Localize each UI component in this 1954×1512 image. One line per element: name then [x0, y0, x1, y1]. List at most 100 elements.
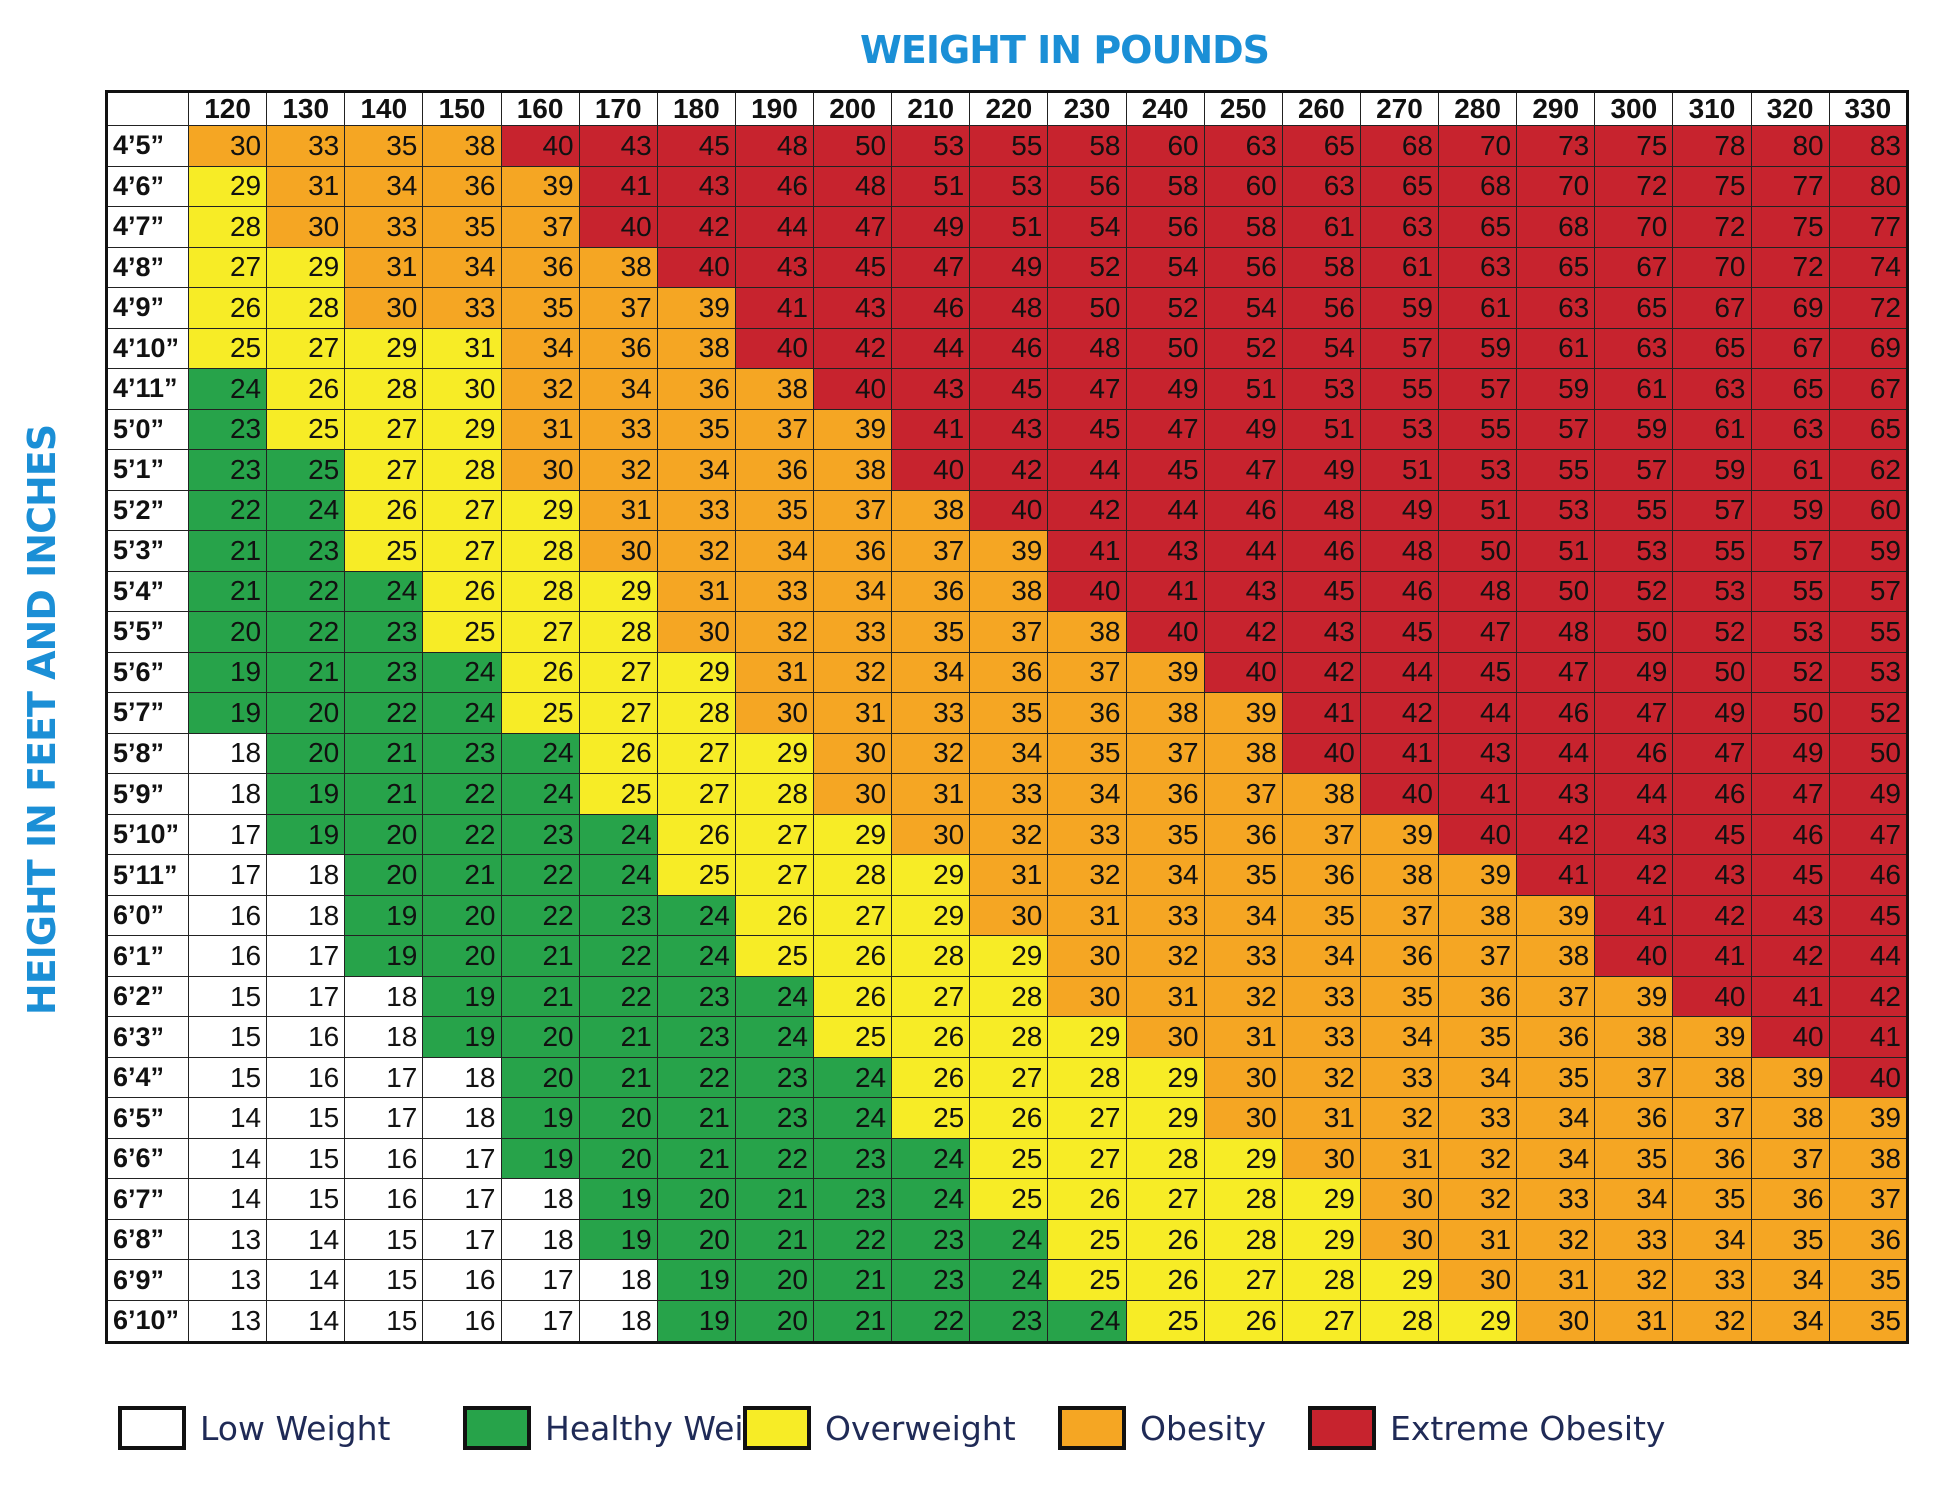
bmi-cell-extreme-obesity: 43 [1516, 773, 1596, 815]
bmi-cell-obesity: 39 [1516, 894, 1596, 937]
bmi-cell-healthy-weight: 21 [578, 1056, 658, 1099]
bmi-cell-obesity: 38 [1125, 692, 1205, 734]
table-row: 5’1” 23 25 27 28 30 32 34 36 38 40 42 44 45 47 49 51 53 55… [106, 449, 1909, 491]
bmi-cell-extreme-obesity: 62 [1828, 449, 1909, 491]
bmi-cell-obesity: 36 [1047, 692, 1127, 734]
table-row: 5’4” 21 22 24 26 28 29 31 33 34 36 38 40 41 43 45 46 48 50… [106, 570, 1909, 613]
bmi-cell-obesity: 31 [891, 773, 971, 815]
bmi-cell-extreme-obesity: 53 [1281, 368, 1361, 410]
bmi-cell-healthy-weight: 21 [656, 1137, 736, 1180]
bmi-cell-obesity: 30 [344, 287, 424, 329]
bmi-cell-extreme-obesity: 50 [1516, 570, 1596, 613]
bmi-cell-obesity: 38 [1047, 611, 1127, 653]
height-label: 5’0” [106, 408, 189, 451]
bmi-cell-healthy-weight: 20 [578, 1137, 658, 1180]
bmi-cell-healthy-weight: 21 [187, 570, 268, 613]
bmi-cell-extreme-obesity: 69 [1828, 327, 1909, 370]
bmi-cell-obesity: 34 [1125, 854, 1205, 896]
bmi-cell-extreme-obesity: 54 [1281, 327, 1361, 370]
bmi-cell-overweight: 28 [1047, 1056, 1127, 1099]
bmi-cell-extreme-obesity: 80 [1750, 125, 1830, 167]
bmi-cell-extreme-obesity: 68 [1359, 125, 1440, 167]
bmi-cell-healthy-weight: 22 [656, 1056, 736, 1099]
bmi-cell-extreme-obesity: 43 [891, 368, 971, 410]
bmi-cell-extreme-obesity: 54 [1125, 246, 1205, 289]
bmi-cell-extreme-obesity: 46 [1359, 570, 1440, 613]
bmi-cell-extreme-obesity: 50 [812, 125, 893, 167]
bmi-cell-low-weight: 13 [187, 1218, 268, 1261]
bmi-cell-obesity: 38 [1828, 1137, 1909, 1180]
weight-header-300: 300 [1594, 91, 1674, 126]
bmi-cell-overweight: 25 [891, 1097, 971, 1139]
bmi-cell-obesity: 36 [812, 530, 893, 572]
bmi-cell-obesity: 32 [500, 368, 580, 410]
bmi-cell-extreme-obesity: 48 [1437, 570, 1518, 613]
bmi-cell-healthy-weight: 19 [187, 692, 268, 734]
bmi-cell-obesity: 38 [422, 125, 502, 167]
bmi-cell-extreme-obesity: 47 [891, 246, 971, 289]
bmi-cell-extreme-obesity: 67 [1594, 246, 1674, 289]
height-label: 4’11” [106, 368, 189, 410]
bmi-cell-extreme-obesity: 73 [1516, 125, 1596, 167]
bmi-cell-obesity: 30 [1281, 1137, 1361, 1180]
bmi-cell-healthy-weight: 20 [734, 1299, 815, 1344]
bmi-cell-extreme-obesity: 43 [1203, 570, 1283, 613]
bmi-cell-extreme-obesity: 41 [578, 165, 658, 208]
bmi-cell-overweight: 27 [1047, 1137, 1127, 1180]
bmi-cell-overweight: 27 [578, 651, 658, 694]
table-row: 4’10” 25 27 29 31 34 36 38 40 42 44 46 48 50 52 54 57 59 6… [106, 327, 1909, 370]
height-label: 6’8” [106, 1218, 189, 1261]
bmi-cell-extreme-obesity: 43 [812, 287, 893, 329]
bmi-cell-extreme-obesity: 42 [1047, 489, 1127, 532]
height-label: 5’5” [106, 611, 189, 653]
bmi-cell-extreme-obesity: 55 [1516, 449, 1596, 491]
bmi-cell-overweight: 26 [812, 935, 893, 977]
bmi-cell-healthy-weight: 24 [656, 894, 736, 937]
bmi-cell-extreme-obesity: 45 [1281, 570, 1361, 613]
height-label: 6’10” [106, 1299, 189, 1344]
bmi-cell-obesity: 35 [1437, 1016, 1518, 1058]
bmi-cell-healthy-weight: 24 [969, 1259, 1049, 1301]
bmi-cell-obesity: 30 [1125, 1016, 1205, 1058]
bmi-cell-obesity: 31 [1281, 1097, 1361, 1139]
bmi-cell-healthy-weight: 24 [500, 732, 580, 775]
bmi-cell-extreme-obesity: 40 [500, 125, 580, 167]
bmi-cell-extreme-obesity: 42 [1828, 975, 1909, 1018]
bmi-cell-low-weight: 18 [500, 1178, 580, 1220]
bmi-cell-extreme-obesity: 47 [812, 206, 893, 248]
bmi-cell-obesity: 39 [1828, 1097, 1909, 1139]
bmi-cell-obesity: 34 [1594, 1178, 1674, 1220]
bmi-cell-overweight: 26 [578, 732, 658, 775]
bmi-cell-extreme-obesity: 61 [1437, 287, 1518, 329]
bmi-cell-extreme-obesity: 40 [1437, 813, 1518, 856]
bmi-cell-obesity: 33 [1203, 935, 1283, 977]
bmi-cell-extreme-obesity: 40 [734, 327, 815, 370]
table-row: 6’2” 15 17 18 19 21 22 23 24 26 27 28 30 31 32 33 35 36 37… [106, 975, 1909, 1018]
bmi-cell-overweight: 28 [969, 975, 1049, 1018]
chart-title: WEIGHT IN POUNDS [860, 28, 1270, 72]
height-label: 5’7” [106, 692, 189, 734]
bmi-cell-extreme-obesity: 55 [969, 125, 1049, 167]
bmi-cell-obesity: 31 [500, 408, 580, 451]
bmi-cell-obesity: 30 [1516, 1299, 1596, 1344]
bmi-cell-overweight: 25 [812, 1016, 893, 1058]
bmi-cell-obesity: 30 [734, 692, 815, 734]
legend-swatch [118, 1406, 186, 1450]
bmi-cell-low-weight: 14 [266, 1259, 346, 1301]
bmi-cell-low-weight: 15 [187, 1016, 268, 1058]
bmi-cell-healthy-weight: 21 [734, 1218, 815, 1261]
bmi-cell-obesity: 37 [1594, 1056, 1674, 1099]
bmi-cell-extreme-obesity: 61 [1750, 449, 1830, 491]
bmi-cell-low-weight: 16 [266, 1016, 346, 1058]
bmi-cell-healthy-weight: 21 [812, 1299, 893, 1344]
bmi-cell-overweight: 26 [734, 894, 815, 937]
bmi-cell-obesity: 31 [1359, 1137, 1440, 1180]
bmi-cell-obesity: 31 [734, 651, 815, 694]
bmi-cell-extreme-obesity: 60 [1203, 165, 1283, 208]
bmi-cell-extreme-obesity: 50 [1594, 611, 1674, 653]
bmi-cell-low-weight: 14 [266, 1299, 346, 1344]
bmi-cell-obesity: 30 [1047, 935, 1127, 977]
bmi-cell-obesity: 36 [969, 651, 1049, 694]
bmi-cell-healthy-weight: 22 [344, 692, 424, 734]
bmi-cell-obesity: 39 [500, 165, 580, 208]
